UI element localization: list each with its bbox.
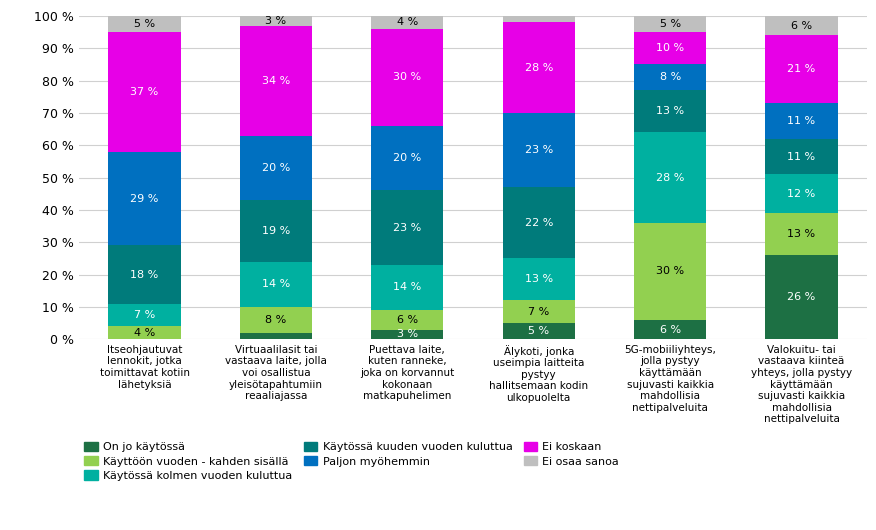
Text: 14 %: 14 % (393, 282, 421, 293)
Text: 30 %: 30 % (656, 266, 684, 276)
Bar (109, 245, 180, 304)
Bar (766, 36, 837, 103)
Bar (503, 16, 575, 22)
Text: 34 %: 34 % (262, 76, 290, 85)
Bar (371, 310, 443, 330)
Text: 12 %: 12 % (788, 189, 816, 199)
Text: 23 %: 23 % (525, 145, 553, 155)
Bar (503, 187, 575, 259)
Bar (240, 136, 312, 200)
Bar (634, 90, 706, 132)
Text: 18 %: 18 % (131, 270, 159, 279)
Text: 23 %: 23 % (393, 223, 421, 233)
Text: 5 %: 5 % (528, 326, 549, 336)
Text: 7 %: 7 % (134, 310, 155, 320)
Text: 8 %: 8 % (660, 72, 681, 82)
Text: 28 %: 28 % (525, 63, 553, 73)
Text: 6 %: 6 % (660, 324, 681, 334)
Bar (240, 262, 312, 307)
Bar (503, 323, 575, 339)
Bar (634, 132, 706, 223)
Text: 13 %: 13 % (525, 275, 553, 285)
Text: 21 %: 21 % (788, 64, 816, 74)
Text: 28 %: 28 % (656, 173, 684, 182)
Legend: On jo käytössä, Käyttöön vuoden - kahden sisällä, Käytössä kolmen vuoden kuluttu: On jo käytössä, Käyttöön vuoden - kahden… (84, 441, 619, 481)
Bar (240, 200, 312, 262)
Bar (503, 113, 575, 187)
Bar (109, 16, 180, 32)
Bar (371, 16, 443, 29)
Bar (109, 32, 180, 152)
Bar (634, 64, 706, 90)
Text: 7 %: 7 % (528, 307, 549, 317)
Bar (766, 174, 837, 213)
Bar (766, 255, 837, 339)
Text: 20 %: 20 % (393, 153, 421, 163)
Text: 11 %: 11 % (788, 116, 816, 126)
Bar (503, 301, 575, 323)
Bar (634, 32, 706, 64)
Text: 20 %: 20 % (262, 163, 290, 173)
Bar (371, 330, 443, 339)
Text: 3 %: 3 % (397, 329, 418, 339)
Text: 26 %: 26 % (788, 292, 816, 302)
Bar (240, 333, 312, 339)
Text: 6 %: 6 % (397, 315, 418, 325)
Text: 30 %: 30 % (393, 72, 421, 82)
Text: 14 %: 14 % (262, 279, 290, 289)
Bar (766, 16, 837, 36)
Text: 10 %: 10 % (656, 43, 684, 53)
Text: 13 %: 13 % (656, 107, 684, 116)
Bar (109, 326, 180, 339)
Text: 5 %: 5 % (134, 19, 155, 29)
Bar (109, 152, 180, 245)
Bar (503, 22, 575, 113)
Bar (634, 16, 706, 32)
Bar (634, 320, 706, 339)
Bar (371, 265, 443, 310)
Text: 19 %: 19 % (262, 226, 290, 236)
Text: 3 %: 3 % (265, 16, 286, 26)
Bar (503, 259, 575, 301)
Text: 8 %: 8 % (265, 315, 286, 325)
Bar (109, 304, 180, 326)
Bar (371, 29, 443, 126)
Bar (371, 126, 443, 190)
Text: 22 %: 22 % (525, 218, 553, 228)
Bar (240, 25, 312, 136)
Text: 37 %: 37 % (131, 87, 159, 97)
Bar (766, 213, 837, 255)
Bar (240, 307, 312, 333)
Bar (371, 190, 443, 265)
Text: 29 %: 29 % (131, 193, 159, 204)
Text: 4 %: 4 % (134, 328, 155, 338)
Bar (240, 16, 312, 25)
Bar (766, 103, 837, 139)
Text: 6 %: 6 % (791, 21, 812, 31)
Bar (634, 223, 706, 320)
Text: 5 %: 5 % (660, 19, 681, 29)
Text: 13 %: 13 % (788, 229, 816, 239)
Text: 11 %: 11 % (788, 152, 816, 162)
Text: 4 %: 4 % (397, 17, 418, 28)
Bar (766, 139, 837, 174)
